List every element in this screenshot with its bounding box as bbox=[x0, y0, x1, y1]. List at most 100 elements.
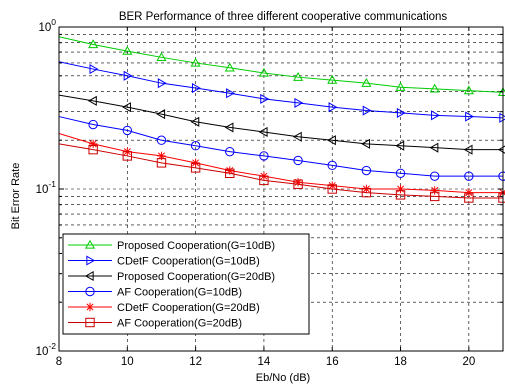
marker-star bbox=[464, 188, 474, 197]
marker-circle bbox=[88, 119, 98, 130]
y-tick-label: 10-2 bbox=[36, 341, 57, 358]
marker-triangle-up bbox=[463, 85, 474, 95]
series-line bbox=[58, 61, 504, 119]
marker-triangle-up bbox=[122, 45, 133, 55]
legend-box bbox=[62, 233, 310, 335]
marker-triangle-right bbox=[123, 70, 133, 81]
marker-triangle-right bbox=[465, 111, 475, 122]
marker-circle bbox=[190, 141, 201, 151]
marker-triangle-right bbox=[362, 105, 372, 116]
legend-label: Proposed Cooperation(G=10dB) bbox=[117, 240, 275, 252]
marker-square bbox=[122, 151, 133, 161]
marker-square bbox=[293, 179, 303, 189]
marker-triangle-left bbox=[327, 135, 336, 146]
marker-square bbox=[464, 193, 474, 203]
marker-triangle-up bbox=[429, 83, 440, 93]
marker-triangle-left bbox=[258, 126, 268, 138]
marker-triangle-left bbox=[190, 116, 200, 127]
marker-triangle-left bbox=[87, 95, 97, 106]
marker-circle bbox=[429, 171, 440, 181]
marker-square bbox=[395, 190, 406, 200]
marker-square bbox=[429, 191, 440, 202]
legend-item: Proposed Cooperation(G=20dB) bbox=[68, 270, 275, 283]
legend-label: AF Cooperation(G=20dB) bbox=[117, 318, 242, 330]
series-1 bbox=[58, 36, 505, 97]
marker-square bbox=[225, 168, 235, 179]
marker-star bbox=[362, 184, 371, 194]
marker-triangle-up bbox=[293, 71, 304, 81]
marker-circle bbox=[293, 155, 303, 166]
marker-circle bbox=[259, 151, 269, 161]
marker-triangle-up bbox=[84, 239, 96, 249]
marker-triangle-right bbox=[191, 82, 201, 94]
marker-triangle-left bbox=[463, 144, 473, 155]
marker-star bbox=[430, 186, 439, 195]
marker-triangle-up bbox=[327, 74, 338, 84]
legend-label: CDetF Cooperation(G=20dB) bbox=[117, 302, 260, 314]
series-line bbox=[58, 36, 504, 93]
legend-label: AF Cooperation(G=10dB) bbox=[117, 287, 242, 299]
marker-triangle-left bbox=[122, 102, 131, 113]
marker-triangle-right bbox=[260, 93, 270, 104]
marker-square bbox=[361, 187, 372, 198]
marker-triangle-right bbox=[328, 102, 338, 113]
x-tick-label: 14 bbox=[258, 356, 271, 368]
marker-star bbox=[328, 181, 337, 190]
marker-triangle-left bbox=[292, 131, 302, 142]
marker-triangle-left bbox=[84, 270, 94, 282]
x-tick-label: 20 bbox=[462, 356, 475, 368]
marker-triangle-up bbox=[395, 81, 406, 91]
marker-star bbox=[396, 184, 405, 194]
legend-item: AF Cooperation(G=20dB) bbox=[68, 318, 242, 330]
axis-ticks bbox=[58, 26, 503, 352]
marker-square bbox=[88, 144, 98, 155]
marker-star bbox=[191, 158, 200, 168]
marker-triangle-left bbox=[156, 109, 166, 120]
series-3 bbox=[58, 94, 505, 155]
y-tick-label: 10-1 bbox=[36, 179, 57, 196]
marker-circle bbox=[225, 146, 235, 157]
marker-square bbox=[327, 184, 337, 194]
legend: Proposed Cooperation(G=10dB) CDetF Cooper… bbox=[62, 233, 310, 335]
x-tick-label: 10 bbox=[121, 356, 134, 368]
marker-triangle-left bbox=[224, 122, 234, 133]
marker-triangle-left bbox=[361, 138, 371, 149]
x-tick-label: 12 bbox=[189, 356, 202, 368]
legend-item: CDetF Cooperation(G=10dB) bbox=[68, 255, 260, 268]
legend-label: Proposed Cooperation(G=20dB) bbox=[117, 271, 275, 283]
marker-triangle-up bbox=[361, 77, 372, 87]
x-tick-labels: 8 10 12 14 16 18 20 bbox=[56, 356, 475, 368]
marker-star bbox=[157, 151, 166, 161]
series-6 bbox=[58, 143, 505, 203]
series-line bbox=[58, 94, 503, 151]
series-2 bbox=[58, 61, 505, 123]
marker-triangle-left bbox=[497, 145, 505, 154]
x-tick-label: 18 bbox=[394, 356, 407, 368]
marker-triangle-right bbox=[396, 107, 406, 118]
marker-triangle-up bbox=[258, 67, 269, 77]
marker-triangle-right bbox=[89, 63, 99, 75]
marker-square bbox=[85, 317, 95, 328]
marker-triangle-right bbox=[157, 78, 167, 89]
legend-item: CDetF Cooperation(G=20dB) bbox=[68, 302, 260, 314]
marker-circle bbox=[395, 168, 406, 179]
series-4 bbox=[58, 116, 505, 181]
marker-circle bbox=[464, 171, 474, 181]
marker-circle bbox=[85, 286, 95, 297]
series-line bbox=[58, 143, 503, 199]
marker-circle bbox=[361, 165, 372, 176]
marker-triangle-up bbox=[190, 57, 201, 67]
marker-star bbox=[85, 302, 95, 312]
y-tick-labels: 10-2 10-1 100 bbox=[36, 17, 57, 358]
marker-triangle-up bbox=[88, 39, 99, 49]
marker-square bbox=[156, 158, 167, 168]
marker-circle bbox=[327, 160, 337, 171]
marker-circle bbox=[156, 135, 167, 145]
legend-label: CDetF Cooperation(G=10dB) bbox=[117, 256, 260, 268]
marker-triangle-up bbox=[156, 52, 167, 61]
marker-star bbox=[88, 139, 98, 149]
marker-square bbox=[259, 175, 269, 186]
legend-item: Proposed Cooperation(G=10dB) bbox=[68, 239, 275, 252]
marker-triangle-right bbox=[86, 255, 96, 266]
